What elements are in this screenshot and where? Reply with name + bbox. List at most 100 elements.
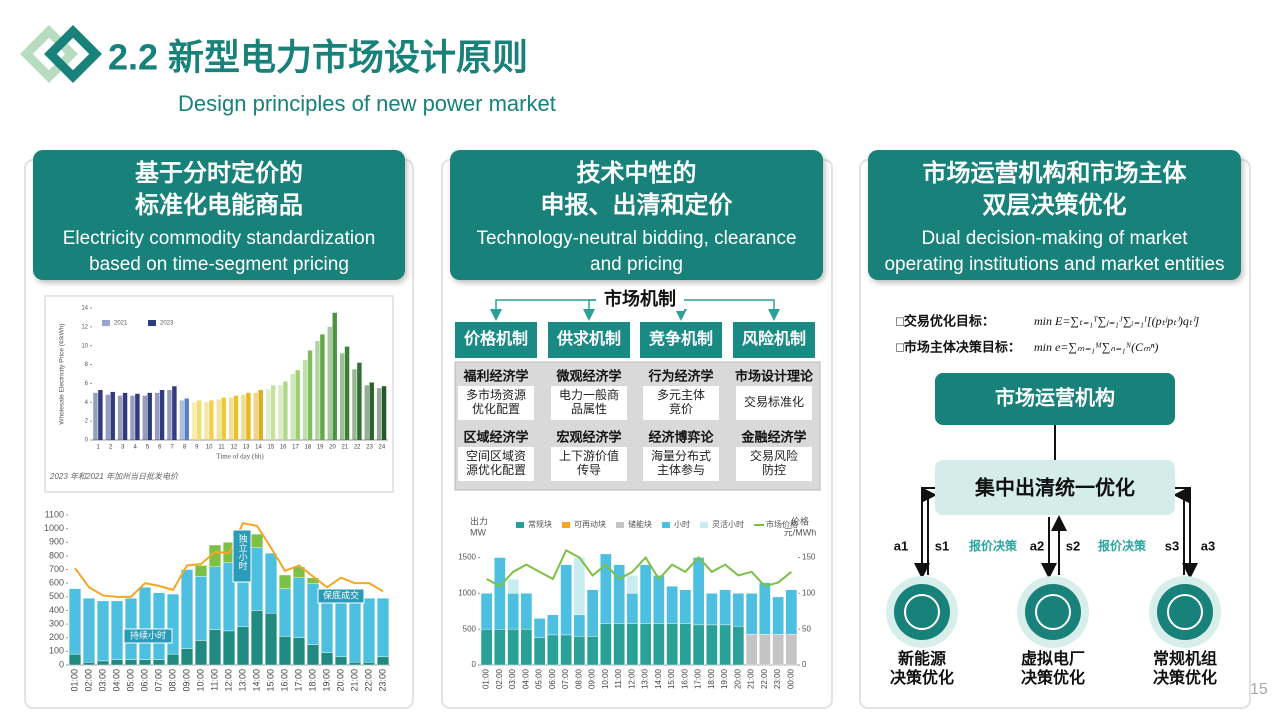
y-tick-label: 900 <box>49 537 64 547</box>
operator: 市场运营机构 <box>995 385 1115 409</box>
x-tick-label: 9 <box>195 445 199 451</box>
theory-line: 品属性 <box>571 402 607 416</box>
logo <box>20 25 102 83</box>
flow-label: s3 <box>1165 538 1179 553</box>
annotation-box <box>317 588 365 604</box>
x-tick-label: 16:00 <box>680 668 689 689</box>
legend-swatch <box>516 522 524 528</box>
bar-segment <box>292 637 306 666</box>
y-tick-label: 4 <box>85 400 89 406</box>
clearing-box <box>935 460 1175 515</box>
x-tick-label: 08:00 <box>574 668 583 689</box>
theory-line: 防控 <box>762 462 786 477</box>
bar-segment <box>110 659 124 666</box>
legend-label: 常规块 <box>528 519 552 529</box>
header-text: 技术中性的 <box>576 160 697 187</box>
entity-label: 新能源 <box>898 649 946 668</box>
header-text: 标准化电能商品 <box>135 192 303 219</box>
bar-segment <box>208 566 222 630</box>
header-text: Electricity commodity standardization ba… <box>62 228 376 275</box>
legend-swatch <box>148 320 156 326</box>
entity-icon-ring <box>1035 594 1071 630</box>
x-tick-label: 23:00 <box>773 668 782 689</box>
bar <box>122 392 128 440</box>
bar-segment <box>362 662 376 666</box>
bar-segment <box>613 623 625 666</box>
x-tick-label: 23:00 <box>377 669 387 692</box>
y-tick-label: 1000 <box>458 588 476 597</box>
x-tick-label: 10:00 <box>601 668 610 689</box>
objective-formula: min e=∑ₘ₌₁ᴹ∑ₙ₌₁ᴺ(Cₘⁿ) <box>1034 340 1158 354</box>
bar-segment <box>600 623 612 666</box>
theory-name: 市场设计理论 <box>735 368 814 383</box>
y-axis-label: Wholesale Electricity Price (¢/kWh) <box>59 323 66 424</box>
bar-segment <box>362 597 376 663</box>
bar-segment <box>222 630 236 666</box>
bar <box>130 395 135 440</box>
chart: 0 100 200 300 400 500 600 700 800 900 1000 1100 01:0… <box>44 509 390 692</box>
bar-segment <box>82 597 96 663</box>
line-series <box>74 522 384 598</box>
y-tick-label: 500 <box>49 591 64 601</box>
x-tick-label: 5 <box>146 445 150 451</box>
bar-segment <box>719 624 731 666</box>
theory-line: 电力一般商 <box>559 387 619 402</box>
bar-segment <box>706 624 718 666</box>
bar-segment <box>138 659 152 666</box>
theory-line: 竞价 <box>669 402 693 416</box>
theory-name: 金融经济学 <box>740 429 806 444</box>
bar-segment <box>573 636 586 666</box>
x-tick-label: 10:00 <box>195 669 205 692</box>
bar-segment <box>600 553 612 624</box>
theory-box <box>458 447 534 481</box>
entity-icon-core <box>1157 584 1213 640</box>
x-tick-label: 19 <box>317 445 324 451</box>
bar-segment <box>320 652 334 666</box>
y2-axis-label: 元/MWh <box>784 527 817 537</box>
bar-segment <box>180 569 194 649</box>
x-tick-label: 15:00 <box>265 669 275 692</box>
bar-segment <box>306 582 320 645</box>
bar-segment <box>278 588 292 637</box>
page-number: 15 <box>1250 681 1268 698</box>
header-text: 申报、出清和定价 <box>540 192 733 219</box>
objective-formula: min E=∑ₜ₌₁ᵀ∑ⱼ₌₁ᴶ∑ᵢ₌₁ᴵ[(pₜʲpₜⁱ)qₜⁱ] <box>1034 314 1200 328</box>
bar <box>381 386 387 440</box>
x-tick-label: 11:00 <box>209 669 219 691</box>
mechanism: 风险机制 <box>742 329 806 348</box>
theory-line: 源优化配置 <box>466 463 526 477</box>
bar-segment <box>208 629 222 666</box>
bar-segment <box>547 634 559 666</box>
bar-segment <box>560 634 572 666</box>
theory-line: 上下游价值 <box>559 448 619 463</box>
bar-segment <box>586 636 599 666</box>
legend-label: 可再动块 <box>574 519 606 529</box>
bar <box>352 369 357 440</box>
panel-header: 技术中性的 申报、出清和定价 Technology-neutral bidding,… <box>450 150 823 280</box>
bar <box>105 394 111 440</box>
legend-label: 储能块 <box>628 519 652 529</box>
x-tick-label: 20 <box>329 445 336 451</box>
theory-box <box>551 447 627 481</box>
bar <box>307 350 313 440</box>
x-tick-label: 20:00 <box>733 668 742 689</box>
bar <box>93 392 98 440</box>
bar <box>191 402 197 440</box>
entity-icon-ring <box>904 594 940 630</box>
theory-line: 优化配置 <box>472 402 520 416</box>
bar-segment <box>166 653 180 666</box>
bar-segment <box>334 656 348 666</box>
bar-segment <box>639 623 652 666</box>
mechanism-title-bg <box>596 289 684 311</box>
bar <box>302 359 308 440</box>
chart: 0 500 1000 1500 0 50 100 150 01:00 02:00 03:00 04:0… <box>458 519 816 689</box>
bar <box>204 402 209 440</box>
annotation: 独立小时 <box>238 533 248 570</box>
y-tick-label: 800 <box>49 550 64 560</box>
bar <box>172 386 177 440</box>
entity-label: 决策优化 <box>890 668 954 687</box>
y-tick-label: 700 <box>49 564 64 574</box>
bar <box>295 370 300 440</box>
bar-segment <box>348 602 362 663</box>
